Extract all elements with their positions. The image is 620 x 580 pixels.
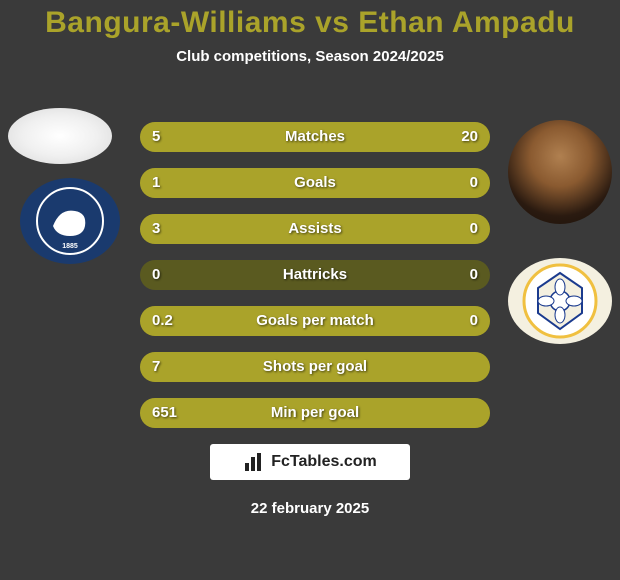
- stat-row: 10Goals: [140, 168, 490, 198]
- brand-text: FcTables.com: [271, 453, 377, 471]
- stat-row: 30Assists: [140, 214, 490, 244]
- stat-row: 520Matches: [140, 122, 490, 152]
- brand-badge: FcTables.com: [210, 444, 410, 480]
- stat-label: Assists: [140, 214, 490, 244]
- lion-crest-icon: 1885: [35, 186, 105, 256]
- stat-label: Hattricks: [140, 260, 490, 290]
- stats-area: 520Matches 10Goals 30Assists 00Hattricks 0.2…: [140, 122, 490, 444]
- player-left-avatar: [8, 108, 112, 164]
- stat-row: 651Min per goal: [140, 398, 490, 428]
- club-left-badge: 1885: [20, 178, 120, 264]
- club-right-badge: [508, 258, 612, 344]
- stats-icon: [243, 451, 265, 473]
- stat-label: Goals: [140, 168, 490, 198]
- stat-label: Min per goal: [140, 398, 490, 428]
- svg-text:1885: 1885: [62, 243, 78, 250]
- stat-row: 0.20Goals per match: [140, 306, 490, 336]
- subtitle: Club competitions, Season 2024/2025: [0, 48, 620, 65]
- stat-label: Shots per goal: [140, 352, 490, 382]
- stat-label: Goals per match: [140, 306, 490, 336]
- page-title: Bangura-Williams vs Ethan Ampadu: [0, 0, 620, 40]
- stat-label: Matches: [140, 122, 490, 152]
- player-right-avatar: [508, 120, 612, 224]
- stat-row: 00Hattricks: [140, 260, 490, 290]
- rose-crest-icon: [522, 263, 598, 339]
- stat-row: 7Shots per goal: [140, 352, 490, 382]
- date-text: 22 february 2025: [0, 500, 620, 517]
